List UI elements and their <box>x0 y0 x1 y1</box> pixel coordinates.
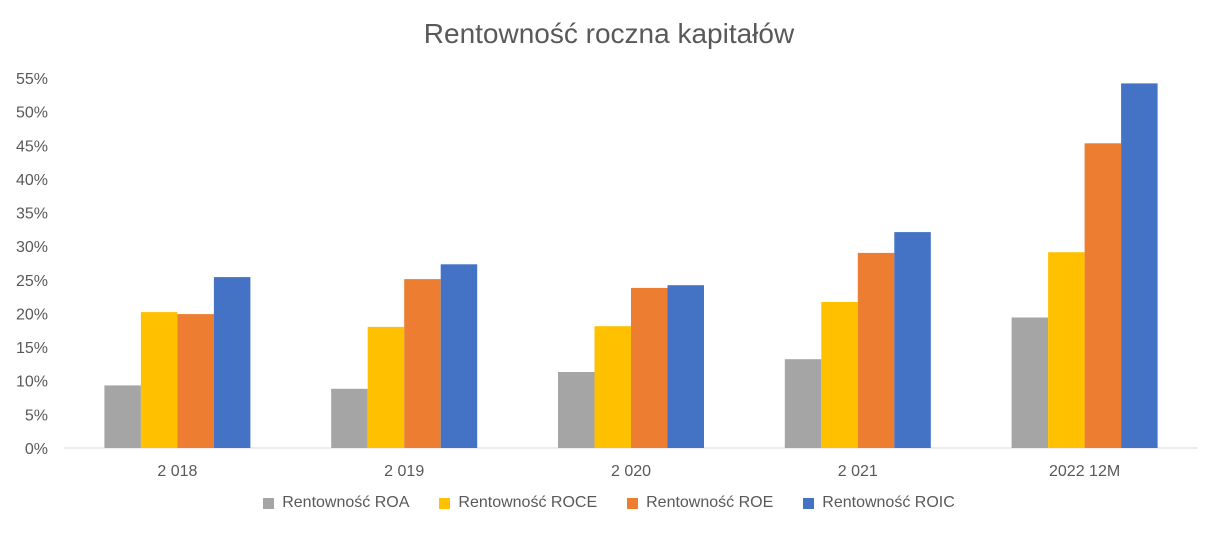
bar-rentowność-roa-2 <box>558 372 595 448</box>
y-tick-label: 15% <box>16 340 48 357</box>
bar-rentowność-roce-2 <box>594 326 631 448</box>
legend-item: Rentowność ROE <box>627 494 773 512</box>
legend-label: Rentowność ROA <box>282 494 410 511</box>
x-tick-label: 2 020 <box>611 463 651 480</box>
legend-label: Rentowność ROE <box>646 494 774 511</box>
legend-swatch <box>263 497 275 509</box>
bar-rentowność-roe-4 <box>1084 143 1122 449</box>
bar-rentowność-roic-1 <box>440 264 478 448</box>
y-tick-label: 35% <box>16 206 48 223</box>
bar-rentowność-roic-3 <box>894 232 931 448</box>
bar-rentowność-roce-0 <box>140 312 178 448</box>
chart-legend: Rentowność ROA Rentowność ROCE Rentowność … <box>0 494 1218 512</box>
legend-label: Rentowność ROIC <box>822 494 955 511</box>
bar-rentowność-roce-1 <box>367 326 405 448</box>
y-tick-label: 25% <box>16 273 48 290</box>
y-tick-label: 30% <box>16 239 48 256</box>
bar-rentowność-roa-0 <box>104 385 141 448</box>
bar-rentowność-roe-0 <box>177 314 214 448</box>
y-tick-label: 45% <box>16 138 48 155</box>
bar-rentowność-roic-0 <box>213 277 251 448</box>
x-tick-label: 2022 12M <box>1049 463 1120 480</box>
legend-item: Rentowność ROCE <box>439 494 597 512</box>
legend-swatch <box>803 497 815 509</box>
bar-rentowność-roe-2 <box>631 287 668 448</box>
y-tick-label: 0% <box>25 441 48 458</box>
bar-rentowność-roic-2 <box>667 285 704 448</box>
x-tick-label: 2 018 <box>157 463 197 480</box>
legend-label: Rentowność ROCE <box>458 494 598 511</box>
legend-swatch <box>627 497 639 509</box>
bar-rentowność-roce-4 <box>1048 252 1085 448</box>
bar-rentowność-roic-4 <box>1121 83 1158 449</box>
bar-rentowność-roe-1 <box>404 279 441 448</box>
bar-rentowność-roa-1 <box>331 388 368 448</box>
y-tick-label: 50% <box>16 105 48 122</box>
y-tick-label: 5% <box>25 407 48 424</box>
x-tick-label: 2 021 <box>838 463 878 480</box>
bar-rentowność-roce-3 <box>821 302 858 448</box>
bar-rentowność-roe-3 <box>857 252 895 448</box>
legend-swatch <box>439 497 451 509</box>
legend-item: Rentowność ROA <box>263 494 409 512</box>
chart-title: Rentowność roczna kapitałów <box>423 18 795 49</box>
x-tick-label: 2 019 <box>384 463 424 480</box>
bar-rentowność-roa-4 <box>1011 317 1049 448</box>
y-tick-label: 20% <box>16 306 48 323</box>
legend-item: Rentowność ROIC <box>803 494 955 512</box>
y-tick-label: 40% <box>16 172 48 189</box>
bar-rentowność-roa-3 <box>784 359 822 448</box>
y-tick-label: 10% <box>16 374 48 391</box>
y-tick-label: 55% <box>16 71 48 88</box>
